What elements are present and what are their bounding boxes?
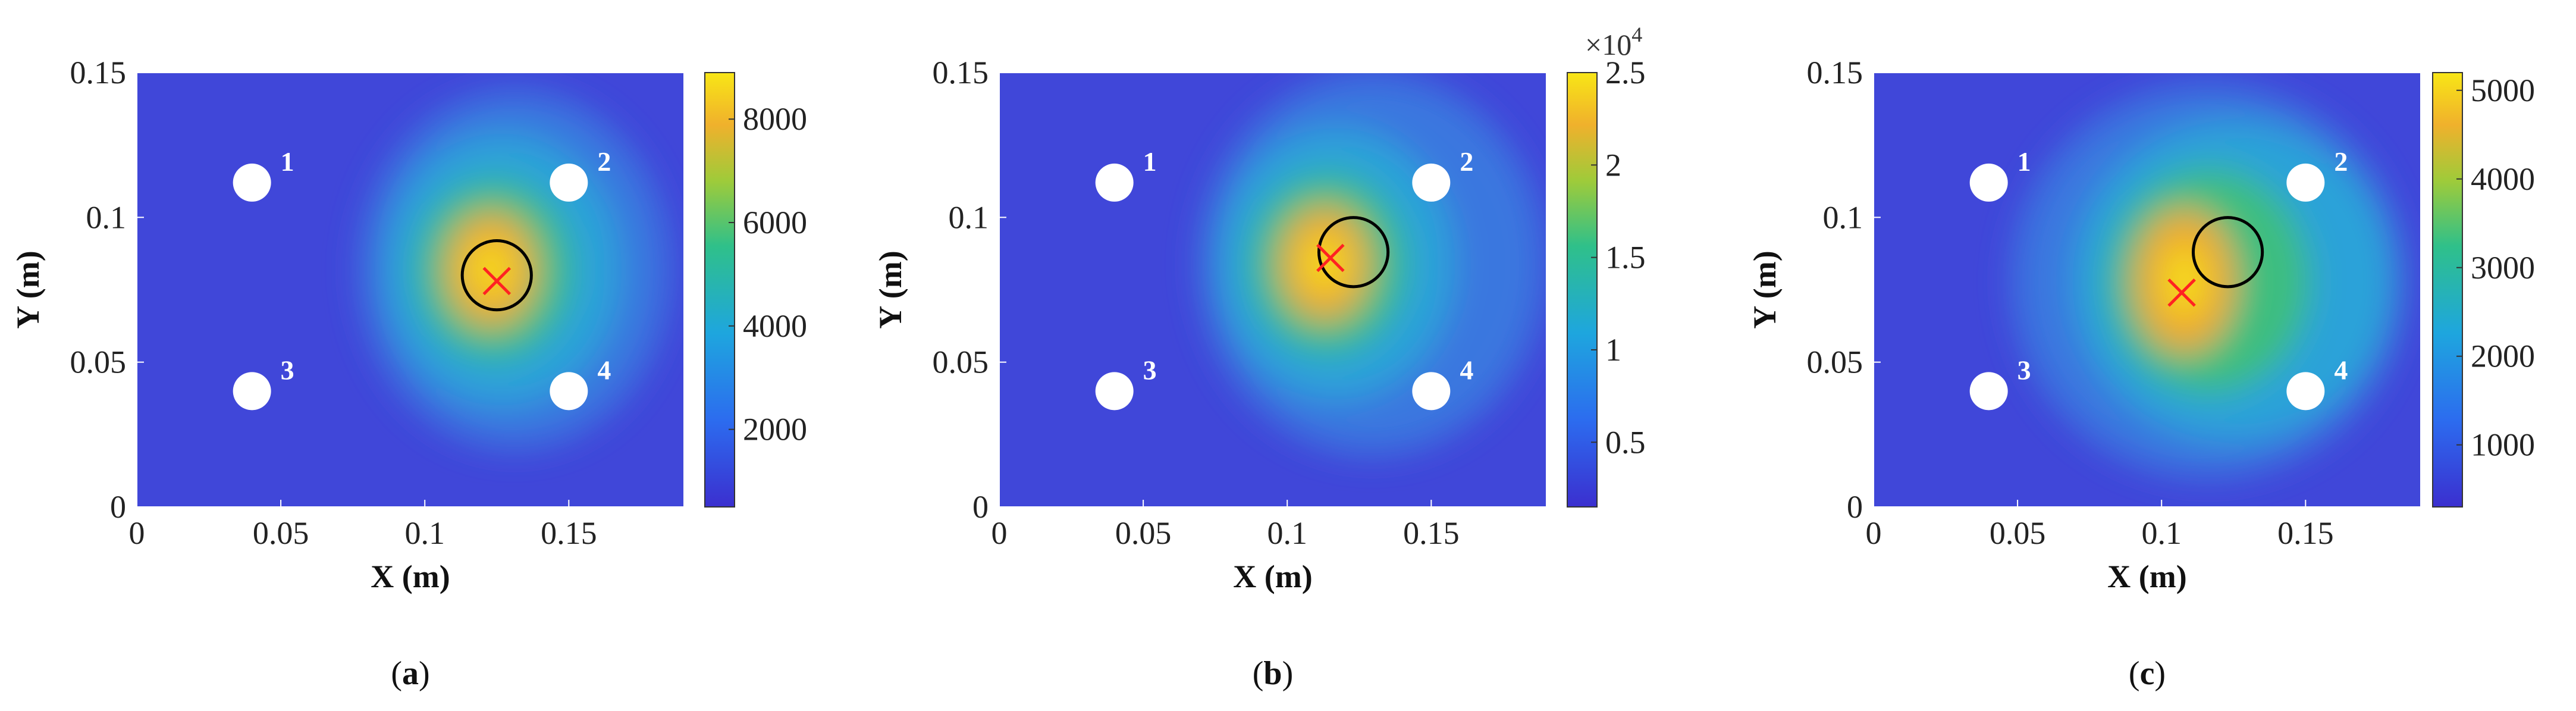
y-axis-label: Y (m) — [10, 250, 46, 328]
panel-caption: (b) — [1253, 655, 1293, 692]
y-tick-label: 0.05 — [70, 344, 127, 380]
panel-b: 1 2 3 4 0.5 1 1.5 2 2.5×104 0 0.05 0.1 0.15 0 0.05 0.… — [873, 23, 1646, 692]
x-tick-label: 0.05 — [1115, 515, 1172, 551]
sensor-label: 4 — [2334, 355, 2348, 385]
colorbar-tick-label: 2 — [1605, 147, 1621, 183]
x-tick-label: 0.05 — [1990, 515, 2046, 551]
sensor-label: 4 — [1460, 355, 1473, 385]
sensor-label: 4 — [597, 355, 611, 385]
y-tick-label: 0 — [110, 489, 126, 525]
true-source-circle — [1317, 216, 1390, 289]
colorbar-tick-label: 3000 — [2471, 250, 2535, 286]
y-tick-label: 0.05 — [933, 344, 989, 380]
sensor-marker — [550, 163, 588, 202]
axes: 0 0.05 0.1 0.15 0 0.05 0.1 0.15 — [70, 55, 685, 551]
colorbar-tick-label: 2.5 — [1605, 55, 1646, 90]
colorbar: 0.5 1 1.5 2 2.5×104 — [1567, 23, 1646, 508]
sensor-marker — [1412, 163, 1451, 202]
estimated-source-marker — [2167, 278, 2196, 307]
y-tick-label: 0.1 — [1823, 199, 1863, 235]
colorbar-tick-label: 4000 — [2471, 161, 2535, 197]
x-axis-label: X (m) — [2107, 559, 2186, 594]
colorbar-gradient — [1567, 72, 1598, 508]
x-axis-label: X (m) — [371, 559, 450, 594]
plot-area: 1 2 3 4 — [1874, 73, 2421, 507]
colorbar-tick-label: 1.5 — [1605, 240, 1646, 275]
colorbar-tick-label: 1 — [1605, 332, 1621, 368]
x-tick-label: 0 — [1866, 515, 1882, 551]
colorbar-tick-label: 5000 — [2471, 73, 2535, 108]
y-tick-label: 0 — [972, 489, 989, 525]
colorbar-tick-label: 2000 — [2471, 339, 2535, 374]
sensor-marker — [1095, 372, 1134, 411]
y-tick-label: 0.1 — [949, 199, 989, 235]
sensor-label: 1 — [1143, 146, 1157, 177]
x-tick-label: 0.15 — [1403, 515, 1460, 551]
x-tick-label: 0.05 — [253, 515, 309, 551]
axes: 0 0.05 0.1 0.15 0 0.05 0.1 0.15 — [933, 55, 1547, 551]
sensor-marker — [1412, 372, 1451, 411]
estimated-source-marker — [482, 267, 512, 296]
sensor-marker — [1969, 372, 2008, 411]
x-tick-label: 0.1 — [1267, 515, 1307, 551]
colorbar-gradient — [704, 72, 735, 508]
sensor-label: 2 — [2334, 146, 2348, 177]
sensor-label: 3 — [281, 355, 294, 385]
sensor-label: 1 — [2017, 146, 2031, 177]
colorbar-tick-label: 1000 — [2471, 427, 2535, 463]
colorbar-gradient — [2432, 72, 2463, 508]
axes: 0 0.05 0.1 0.15 0 0.05 0.1 0.15 — [1807, 55, 2421, 551]
x-tick-label: 0 — [129, 515, 145, 551]
y-tick-label: 0.1 — [86, 199, 127, 235]
true-source-circle — [2191, 216, 2264, 289]
y-tick-label: 0.15 — [933, 55, 989, 90]
sensor-marker — [550, 372, 588, 411]
y-tick-label: 0 — [1847, 489, 1863, 525]
sensor-marker — [233, 372, 271, 411]
sensor-marker — [233, 163, 271, 202]
heat-level-4 — [470, 242, 512, 296]
sensor-label: 3 — [2017, 355, 2031, 385]
y-axis-label: Y (m) — [873, 250, 908, 328]
y-tick-label: 0.15 — [1807, 55, 1863, 90]
panel-caption: (c) — [2129, 655, 2166, 692]
colorbar-tick-label: 4000 — [743, 308, 807, 344]
plot-area: 1 2 3 4 — [137, 73, 684, 507]
x-tick-label: 0.15 — [2277, 515, 2334, 551]
colorbar-tick-label: 2000 — [743, 412, 807, 447]
x-tick-label: 0 — [992, 515, 1008, 551]
colorbar-tick-label: 6000 — [743, 205, 807, 240]
x-tick-label: 0.1 — [404, 515, 445, 551]
sensor-label: 2 — [597, 146, 611, 177]
plot-area: 1 2 3 4 — [999, 73, 1546, 507]
y-axis-label: Y (m) — [1747, 250, 1783, 328]
sensor-marker — [1969, 163, 2008, 202]
colorbar-tick-label: 0.5 — [1605, 424, 1646, 460]
sensor-label: 3 — [1143, 355, 1157, 385]
panel-caption: (a) — [391, 655, 429, 692]
sensor-label: 1 — [281, 146, 294, 177]
true-source-circle — [460, 239, 533, 312]
estimated-source-marker — [1316, 243, 1345, 273]
sensor-marker — [2286, 163, 2325, 202]
y-tick-label: 0.15 — [70, 55, 127, 90]
y-tick-label: 0.05 — [1807, 344, 1863, 380]
colorbar-tick-label: 8000 — [743, 101, 807, 137]
sensor-label: 2 — [1460, 146, 1473, 177]
x-tick-label: 0.1 — [2141, 515, 2182, 551]
sensor-marker — [2286, 372, 2325, 411]
x-axis-label: X (m) — [1233, 559, 1312, 594]
colorbar: 2000 4000 6000 8000 — [704, 72, 807, 508]
colorbar: 1000 2000 3000 4000 5000 — [2432, 72, 2535, 508]
sensor-marker — [1095, 163, 1134, 202]
x-tick-label: 0.15 — [541, 515, 597, 551]
colorbar-exponent: ×104 — [1585, 23, 1642, 61]
